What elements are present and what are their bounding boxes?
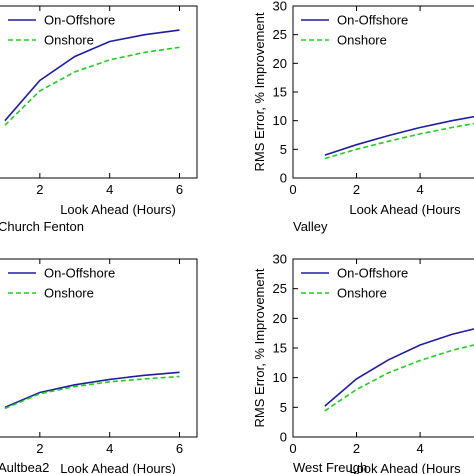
legend-label: On-Offshore: [44, 266, 115, 281]
y-axis-label: RMS Error, % Improvement: [252, 268, 267, 427]
x-tick-label: 4: [106, 441, 113, 456]
y-tick-label: 30: [273, 0, 287, 14]
legend-label: On-Offshore: [44, 13, 115, 28]
series-line-onshore: [4, 46, 180, 126]
y-tick-label: 5: [280, 142, 287, 157]
y-tick-label: 20: [273, 311, 287, 326]
x-tick-label: 4: [416, 182, 423, 197]
y-tick-label: 15: [273, 85, 287, 100]
y-tick-label: 10: [273, 370, 287, 385]
x-tick-label: 2: [36, 182, 43, 197]
plot-frame: [292, 5, 474, 179]
legend-label: Onshore: [337, 33, 387, 48]
series-line-onshore: [324, 122, 474, 160]
y-tick-label: 25: [273, 27, 287, 42]
x-axis-label: Look Ahead (Hours: [349, 202, 461, 217]
y-tick-label: 20: [273, 56, 287, 71]
plot-frame: [292, 258, 474, 438]
x-tick-label: 2: [353, 441, 360, 456]
series-line-onshore: [4, 375, 180, 410]
x-axis-label: Look Ahead (Hours: [349, 461, 461, 474]
x-tick-label: 4: [416, 441, 423, 456]
x-tick-label: 4: [106, 182, 113, 197]
legend-label: Onshore: [337, 286, 387, 301]
series-line-on-offshore: [324, 328, 474, 407]
series-line-on-offshore: [4, 29, 180, 122]
panel-caption: Church Fenton: [0, 219, 84, 234]
x-tick-label: 0: [289, 441, 296, 456]
x-tick-label: 0: [289, 182, 296, 197]
series-line-on-offshore: [4, 371, 180, 409]
x-tick-label: 2: [36, 441, 43, 456]
x-axis-label: Look Ahead (Hours): [60, 202, 176, 217]
legend-label: On-Offshore: [337, 13, 408, 28]
chart-panel-4: 0 2 4 0 5 10 15 20 25 30 Look Ahead (Hours RMS Erro…: [252, 252, 474, 474]
x-tick-label: 2: [353, 182, 360, 197]
y-tick-label: 30: [273, 252, 287, 267]
y-tick-label: 25: [273, 281, 287, 296]
legend-label: Onshore: [44, 33, 94, 48]
y-tick-label: 10: [273, 113, 287, 128]
plot-frame: [0, 5, 198, 179]
y-tick-label: 5: [280, 400, 287, 415]
plot-frame: [0, 258, 198, 438]
legend-label: On-Offshore: [337, 266, 408, 281]
series-line-on-offshore: [324, 115, 474, 156]
x-axis-label: Look Ahead (Hours): [60, 461, 176, 474]
legend-label: Onshore: [44, 286, 94, 301]
y-tick-label: 15: [273, 341, 287, 356]
series-line-onshore: [324, 344, 474, 412]
x-tick-label: 6: [176, 182, 183, 197]
chart-panel-2: 0 2 4 0 5 10 15 20 25 30 Look Ahead (Hours RMS Erro…: [252, 0, 474, 234]
panel-caption: Valley: [293, 219, 328, 234]
panel-caption: West Freugh: [293, 460, 367, 474]
y-tick-label: 0: [280, 430, 287, 445]
panel-caption: Aultbea2: [0, 460, 49, 474]
y-axis-label: RMS Error, % Improvement: [252, 12, 267, 171]
y-tick-label: 0: [280, 171, 287, 186]
x-tick-label: 6: [176, 441, 183, 456]
